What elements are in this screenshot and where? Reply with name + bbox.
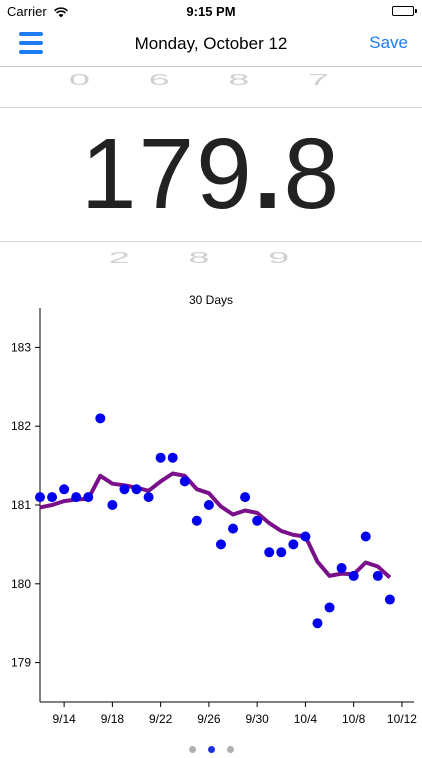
- data-point: [95, 413, 106, 424]
- data-point: [264, 547, 275, 558]
- data-point: [384, 594, 395, 605]
- page-indicator[interactable]: [0, 740, 422, 758]
- data-point: [119, 484, 130, 495]
- navigation-bar: Monday, October 12 Save: [0, 22, 422, 67]
- x-tick-label: 9/18: [101, 712, 125, 726]
- x-tick-label: 9/14: [52, 712, 76, 726]
- x-tick-label: 10/8: [342, 712, 366, 726]
- carrier-label: Carrier: [7, 4, 47, 19]
- data-point: [107, 500, 118, 510]
- wifi-icon: [54, 5, 68, 23]
- data-point: [47, 492, 58, 503]
- status-time: 9:15 PM: [186, 4, 236, 19]
- data-point: [324, 602, 335, 613]
- data-point: [312, 618, 323, 629]
- data-point: [191, 515, 202, 526]
- data-point: [288, 539, 299, 550]
- chart-canvas: 30 Days 179 180 181 182 183 9/14 9/18 9/22 9/26…: [11, 293, 417, 726]
- y-tick-label: 181: [11, 498, 31, 512]
- data-point: [59, 484, 70, 495]
- data-point: [300, 531, 311, 542]
- trend-line: [39, 471, 392, 579]
- weight-picker[interactable]: 0 6 8 7 179.8 2 8 9: [0, 67, 422, 272]
- data-point: [143, 492, 154, 503]
- y-tick-label: 182: [11, 419, 31, 433]
- data-point: [240, 492, 251, 503]
- picker-selection-bottom-line: [0, 241, 422, 242]
- data-point: [360, 531, 371, 542]
- data-point: [71, 492, 82, 503]
- data-point: [131, 484, 142, 495]
- decimal-point: .: [253, 118, 284, 230]
- data-point: [228, 523, 239, 534]
- data-point: [167, 452, 178, 463]
- picker-previous-digits: 0 6 8 7: [68, 71, 354, 89]
- save-button[interactable]: Save: [369, 33, 408, 52]
- x-tick-label: 9/22: [149, 712, 173, 726]
- y-tick-label: 183: [11, 340, 31, 354]
- data-point: [179, 476, 190, 487]
- x-tick-label: 9/26: [197, 712, 221, 726]
- weight-value[interactable]: 179.8: [0, 119, 422, 229]
- data-point: [252, 515, 263, 526]
- data-point: [215, 539, 226, 550]
- data-point: [372, 570, 383, 581]
- y-tick-label: 179: [11, 656, 31, 670]
- chart-title: 30 Days: [189, 293, 233, 307]
- weight-integer-part: 179: [80, 118, 254, 230]
- picker-selection-top-line: [0, 107, 422, 108]
- hamburger-icon[interactable]: [19, 32, 43, 54]
- data-point: [276, 547, 287, 558]
- data-point: [348, 570, 359, 581]
- data-point: [336, 563, 347, 574]
- y-tick-label: 180: [11, 577, 31, 591]
- x-tick-label: 10/4: [294, 712, 318, 726]
- x-tick-label: 9/30: [245, 712, 269, 726]
- x-tick-label: 10/12: [387, 712, 417, 726]
- weight-chart: 30 Days 179 180 181 182 183 9/14 9/18 9/22 9/26…: [0, 290, 422, 740]
- data-point: [35, 492, 45, 503]
- data-point: [155, 452, 166, 463]
- picker-next-digits: 2 8 9: [108, 249, 314, 267]
- data-point: [83, 492, 94, 503]
- battery-icon: [392, 6, 417, 16]
- page-title: Monday, October 12: [134, 34, 288, 53]
- status-bar: Carrier 9:15 PM: [0, 0, 422, 22]
- weight-decimal-part: 8: [283, 118, 342, 230]
- data-point: [203, 500, 214, 510]
